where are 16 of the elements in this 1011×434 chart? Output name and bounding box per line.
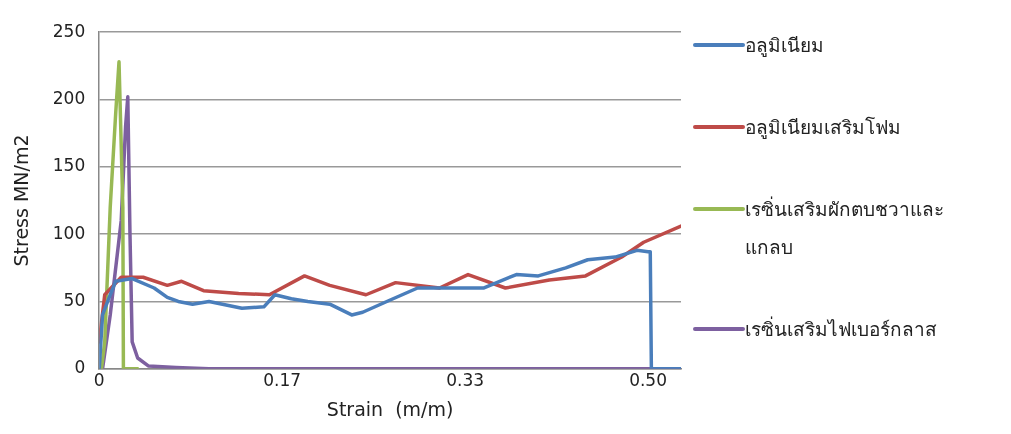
y-tick-label: 0 xyxy=(74,357,86,378)
y-tick-label: 250 xyxy=(52,20,86,41)
legend-label: อลูมิเนียม xyxy=(745,33,825,59)
legend-label: เรซิ่นเสริมไฟเบอร์กลาส xyxy=(745,315,938,342)
x-tick-label: 0.33 xyxy=(446,370,485,391)
x-tick-label: 0.50 xyxy=(629,370,667,391)
x-axis-title: Strain (m/m) xyxy=(326,397,454,420)
x-tick-label: 0.17 xyxy=(263,370,302,391)
y-tick-label: 50 xyxy=(63,289,86,310)
legend-label: เรซิ่นเสริมผักตบชวาและแกลบ xyxy=(745,195,945,260)
y-tick-label: 200 xyxy=(52,87,86,108)
y-tick-label: 100 xyxy=(52,222,86,243)
y-tick-label: 150 xyxy=(52,155,86,176)
legend-label: อลูมิเนียมเสริมโฟม xyxy=(745,115,902,141)
x-tick-label: 0 xyxy=(93,370,105,391)
y-axis-title: Stress MN/m2 xyxy=(10,134,33,267)
